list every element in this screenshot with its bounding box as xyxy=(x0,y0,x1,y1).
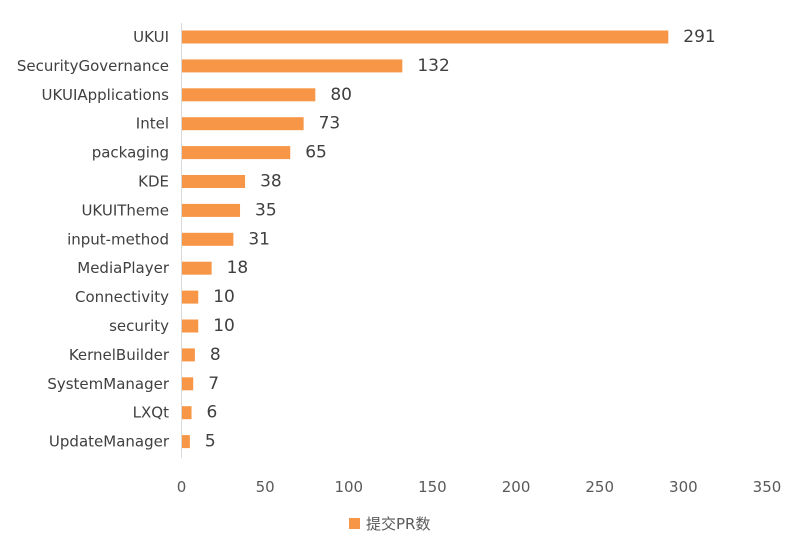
x-axis-ticks: 0 50 100 150 200 250 300 350 xyxy=(177,478,782,496)
x-tick-label: 250 xyxy=(585,478,614,496)
bar-Intel xyxy=(181,117,304,131)
category-label: SystemManager xyxy=(47,375,170,393)
value-label: 10 xyxy=(213,316,235,336)
category-label: input-method xyxy=(67,230,169,248)
x-tick-label: 0 xyxy=(177,478,187,496)
legend-label: 提交PR数 xyxy=(366,515,430,533)
x-tick-label: 300 xyxy=(669,478,698,496)
category-label: Intel xyxy=(136,115,169,133)
value-label: 132 xyxy=(417,56,449,76)
x-tick-label: 50 xyxy=(256,478,275,496)
value-label: 73 xyxy=(319,114,341,134)
value-label: 5 xyxy=(205,432,216,452)
value-label: 7 xyxy=(208,374,219,394)
bar-UKUI xyxy=(181,30,669,44)
value-label: 35 xyxy=(255,200,277,220)
bar-packaging xyxy=(181,146,291,160)
x-tick-label: 150 xyxy=(418,478,447,496)
value-label: 65 xyxy=(305,143,327,163)
value-label: 10 xyxy=(213,287,235,307)
x-tick-label: 100 xyxy=(334,478,363,496)
bar-LXQt xyxy=(181,406,192,420)
bar-SecurityGovernance xyxy=(181,59,403,73)
value-label: 6 xyxy=(207,403,218,423)
category-label: UKUIApplications xyxy=(42,86,170,104)
bar-MediaPlayer xyxy=(181,261,212,275)
category-label: MediaPlayer xyxy=(77,259,170,277)
legend: 提交PR数 xyxy=(349,515,430,533)
bar-security xyxy=(181,319,199,333)
value-label: 291 xyxy=(683,27,715,47)
x-tick-label: 350 xyxy=(753,478,782,496)
bar-UpdateManager xyxy=(181,435,190,449)
bar-SystemManager xyxy=(181,377,194,391)
category-label: UKUI xyxy=(133,28,169,46)
value-label: 38 xyxy=(260,172,282,192)
bar-KernelBuilder xyxy=(181,348,195,362)
category-label: Connectivity xyxy=(75,288,169,306)
category-label: KDE xyxy=(138,173,169,191)
category-label: KernelBuilder xyxy=(69,346,170,364)
category-label: LXQt xyxy=(133,404,169,422)
bars-group xyxy=(181,30,669,449)
value-label: 8 xyxy=(210,345,221,365)
x-tick-label: 200 xyxy=(502,478,531,496)
value-label: 18 xyxy=(227,258,249,278)
category-label: UKUITheme xyxy=(81,201,169,219)
value-label: 31 xyxy=(248,229,270,249)
legend-swatch xyxy=(349,518,360,529)
category-label: SecurityGovernance xyxy=(17,57,169,75)
value-label: 80 xyxy=(330,85,352,105)
bar-input-method xyxy=(181,232,234,246)
bar-UKUIApplications xyxy=(181,88,316,102)
category-label: UpdateManager xyxy=(49,433,170,451)
bar-Connectivity xyxy=(181,290,199,304)
category-label: security xyxy=(109,317,169,335)
category-label: packaging xyxy=(92,144,169,162)
category-labels-group: UKUI SecurityGovernance UKUIApplications In… xyxy=(17,28,170,451)
bar-UKUITheme xyxy=(181,203,241,217)
bar-KDE xyxy=(181,175,246,188)
